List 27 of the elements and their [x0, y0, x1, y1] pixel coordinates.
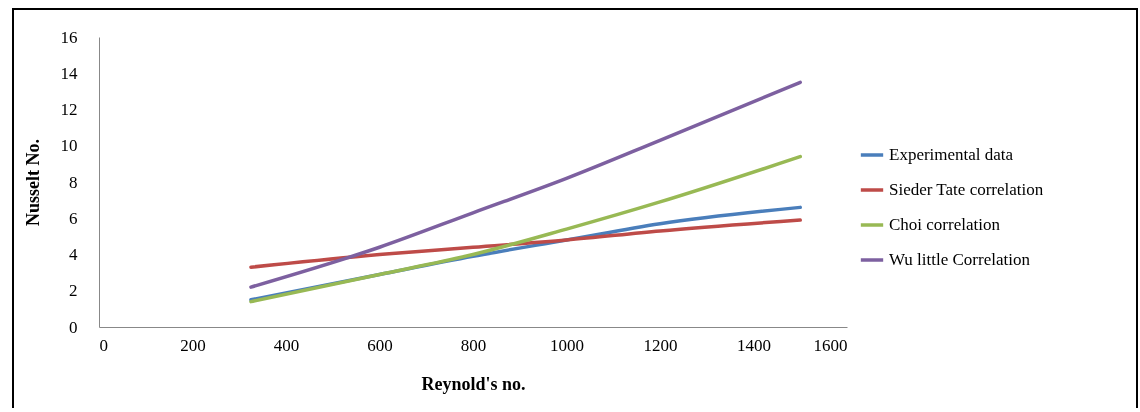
y-tick-label: 0 [69, 317, 78, 337]
line-series [249, 80, 802, 289]
y-tick-label: 14 [60, 63, 78, 83]
y-tick-label: 4 [69, 245, 78, 264]
x-tick-label: 1400 [737, 335, 771, 355]
x-tick-label: 400 [273, 335, 300, 355]
y-tick-label: 10 [60, 136, 78, 156]
legend-label: Choi correlation [889, 215, 1001, 234]
x-tick-label: 1000 [550, 335, 584, 355]
x-tick-label: 1600 [813, 335, 848, 355]
x-tick-label: 200 [180, 335, 206, 355]
x-tick-label: 1200 [643, 335, 678, 355]
y-tick-label: 16 [60, 27, 78, 47]
y-tick-label: 6 [69, 208, 78, 228]
y-axis-title: Nusselt No. [22, 138, 43, 227]
x-tick-label: 0 [99, 335, 108, 355]
x-axis-title: Reynold's no. [421, 373, 526, 394]
y-tick-label: 2 [69, 281, 78, 301]
y-tick-label: 12 [60, 100, 78, 119]
line-series [249, 154, 802, 304]
line-series [249, 218, 802, 269]
legend-label: Wu little Correlation [889, 250, 1031, 269]
x-tick-label: 800 [460, 335, 487, 355]
y-tick-label: 8 [69, 172, 78, 192]
x-tick-label: 600 [367, 335, 393, 355]
legend-label: Sieder Tate correlation [889, 180, 1044, 199]
legend-label: Experimental data [889, 145, 1014, 164]
